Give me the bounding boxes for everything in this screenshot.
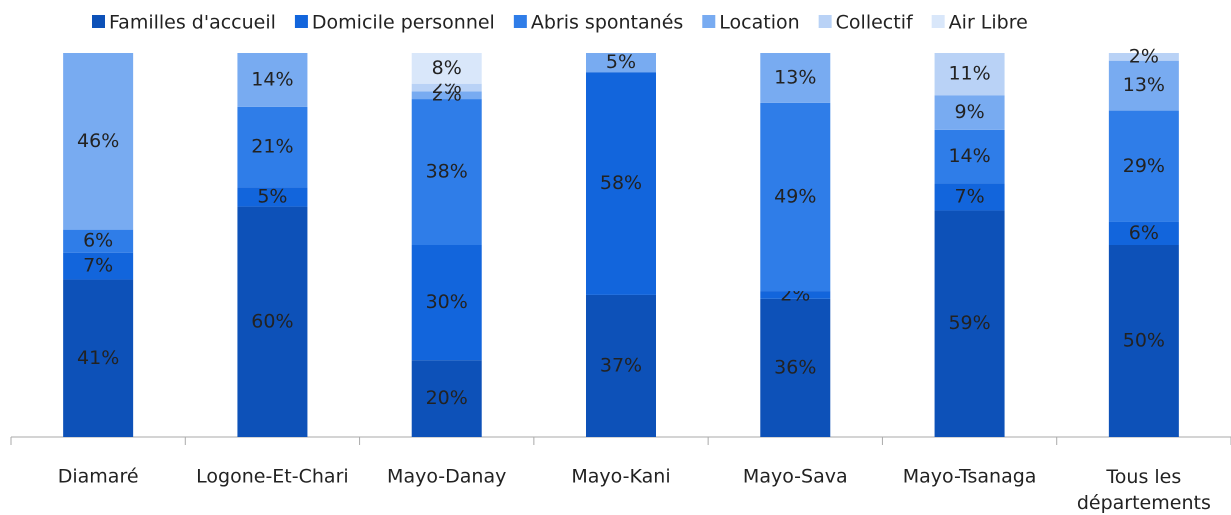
data-label: 29% xyxy=(1123,155,1165,177)
bar-segment xyxy=(586,294,656,437)
data-label: 20% xyxy=(426,387,468,409)
bar-segment xyxy=(760,291,831,299)
data-label: 14% xyxy=(251,68,293,90)
data-label: 38% xyxy=(426,161,468,183)
bar-segment xyxy=(934,53,1005,96)
x-tick-label: Diamaré xyxy=(58,466,139,488)
x-tick-label: Mayo-Tsanaga xyxy=(903,466,1037,488)
bar-segment xyxy=(586,53,656,73)
data-label: 5% xyxy=(606,51,636,73)
legend-label: Domicile personnel xyxy=(312,12,495,34)
data-label: 21% xyxy=(251,136,293,158)
data-label: 50% xyxy=(1123,330,1165,352)
x-tick-label: Logone-Et-Chari xyxy=(196,466,349,488)
data-label: 6% xyxy=(83,230,113,252)
data-label: 59% xyxy=(948,312,990,334)
legend-swatch xyxy=(513,15,527,28)
data-label: 7% xyxy=(83,255,113,277)
bar-segment xyxy=(63,252,134,280)
legend-swatch xyxy=(931,15,945,28)
bar-segment xyxy=(411,245,482,361)
bar-segment xyxy=(237,106,308,188)
bar-segment xyxy=(411,99,482,245)
data-label: 9% xyxy=(954,101,984,123)
data-label: 6% xyxy=(1129,222,1159,244)
bar-segment xyxy=(934,129,1005,184)
legend-swatch xyxy=(702,15,716,28)
data-label: 8% xyxy=(432,57,462,79)
bar-segment xyxy=(411,91,482,100)
data-label: 13% xyxy=(774,66,816,88)
data-label: 11% xyxy=(948,63,990,85)
bar-segment xyxy=(760,298,831,437)
legend-label: Familles d'accueil xyxy=(109,12,276,34)
bar-segment xyxy=(237,53,308,107)
x-tick-label: Mayo-Kani xyxy=(571,466,670,488)
x-tick-label: Mayo-Danay xyxy=(387,466,506,488)
data-label: 36% xyxy=(774,356,816,378)
bar-segment xyxy=(411,83,482,92)
data-label: 13% xyxy=(1123,74,1165,96)
data-label: 5% xyxy=(257,186,287,208)
data-label: 37% xyxy=(600,354,642,376)
bar-segment xyxy=(934,183,1005,211)
bar-segment xyxy=(411,53,482,84)
data-label: 7% xyxy=(954,186,984,208)
bar-segment xyxy=(237,206,308,437)
bar-segment xyxy=(1108,60,1179,111)
data-label: 14% xyxy=(948,145,990,167)
bar-segment xyxy=(1108,110,1179,222)
legend-swatch xyxy=(818,15,832,28)
data-label: 60% xyxy=(251,310,293,332)
data-label: 58% xyxy=(600,172,642,194)
bar-segment xyxy=(586,72,656,295)
legend-label: Collectif xyxy=(836,12,914,34)
data-label: 2% xyxy=(1129,45,1159,67)
bar-segment xyxy=(63,229,134,253)
bar-segment xyxy=(411,360,482,437)
legend-swatch xyxy=(294,15,308,28)
bar-segment xyxy=(1108,221,1179,245)
data-label: 41% xyxy=(77,347,119,369)
legend-label: Air Libre xyxy=(949,12,1028,34)
data-label: 46% xyxy=(77,130,119,152)
data-label: 30% xyxy=(426,291,468,313)
bar-segment xyxy=(1108,245,1179,437)
bar-segment xyxy=(237,187,308,207)
bar-segment xyxy=(63,53,134,230)
bar-segment xyxy=(934,210,1005,437)
x-tick-label: Tous les départements xyxy=(1077,466,1211,514)
bar-segment xyxy=(934,95,1005,130)
bar-segment xyxy=(1108,53,1179,61)
x-tick-label-line: départements xyxy=(1077,492,1211,514)
x-tick-label: Mayo-Sava xyxy=(743,466,848,488)
legend-label: Location xyxy=(719,12,799,34)
x-tick-label-line: Tous les xyxy=(1105,466,1181,488)
legend-label: Abris spontanés xyxy=(531,12,683,34)
bar-segment xyxy=(760,102,831,292)
legend-swatch xyxy=(92,15,105,28)
data-label: 49% xyxy=(774,186,816,208)
bar-segment xyxy=(760,53,831,103)
bar-segment xyxy=(63,279,134,437)
